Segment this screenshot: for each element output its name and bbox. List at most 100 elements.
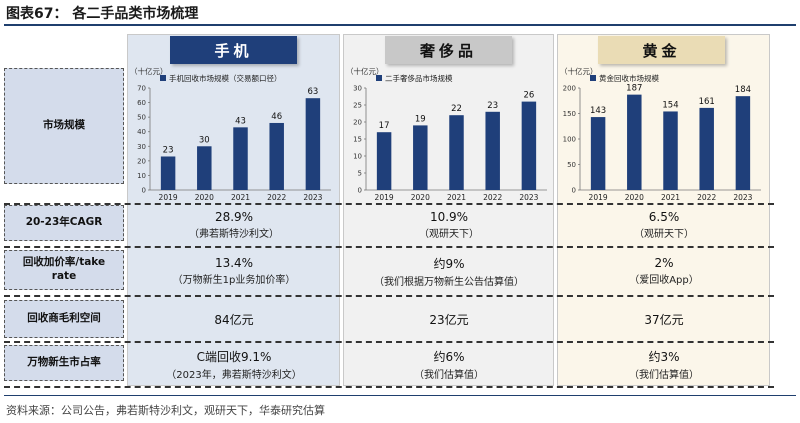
chart-gold-recycling: （十亿元）黄金回收市场规模 0 50 100 150 200 143 2019 187 2020 1… [560, 66, 761, 202]
bar-value-label: 154 [662, 100, 678, 110]
x-tick-label: 2022 [483, 193, 502, 202]
y-tick-label: 5 [358, 170, 362, 178]
y-tick-label: 0 [358, 187, 362, 195]
row-separator [4, 295, 774, 297]
cell-share-luxury: 约6% （我们估算值） [344, 344, 554, 384]
legend-label: 二手奢侈品市场规模 [385, 73, 453, 83]
row-label-cagr: 20-23年CAGR [4, 205, 124, 241]
bar [197, 146, 212, 190]
bar [699, 107, 714, 190]
y-tick-label: 40 [137, 128, 146, 136]
share-value: 约3% [648, 349, 680, 364]
y-tick-label: 10 [137, 172, 146, 180]
bar-value-label: 23 [163, 145, 174, 155]
legend-label: 黄金回收市场规模 [599, 73, 659, 83]
x-tick-label: 2021 [231, 193, 250, 202]
x-tick-label: 2019 [375, 193, 394, 202]
x-tick-label: 2020 [195, 193, 214, 202]
y-tick-label: 0 [572, 187, 576, 195]
take-rate-source: （万物新生1p业务加价率） [172, 275, 296, 286]
share-value: C端回收9.1% [196, 349, 272, 364]
y-tick-label: 10 [353, 153, 362, 161]
figure-title: 图表67： 各二手品类市场梳理 [6, 6, 199, 22]
bar-value-label: 19 [415, 114, 426, 124]
cell-margin-luxury: 23亿元 [344, 298, 554, 340]
legend-swatch [590, 75, 596, 81]
y-tick-label: 50 [137, 114, 146, 122]
row-label-market-size: 市场规模 [4, 68, 124, 184]
x-tick-label: 2023 [519, 193, 538, 202]
cell-margin-gold: 37亿元 [558, 298, 770, 340]
cell-take-rate-gold: 2% （爱回收App） [558, 249, 770, 293]
cagr-value: 28.9% [214, 210, 254, 224]
margin-value: 23亿元 [429, 312, 469, 327]
legend-swatch [376, 75, 382, 81]
bar [233, 127, 248, 190]
y-tick-label: 100 [563, 136, 576, 144]
x-tick-label: 2023 [733, 193, 752, 202]
bar-value-label: 17 [379, 121, 390, 131]
bar [627, 94, 642, 190]
legend-swatch [160, 75, 166, 81]
title-rule [4, 24, 796, 26]
bar [590, 117, 606, 190]
bar-value-label: 22 [451, 104, 462, 114]
bar [735, 96, 751, 190]
y-tick-label: 70 [137, 85, 146, 93]
chart-phone-recycling: （十亿元）手机回收市场规模（交易额口径） 0 10 20 30 40 50 60 70 23 201… [130, 66, 331, 202]
y-tick-label: 30 [353, 85, 362, 93]
margin-value: 37亿元 [644, 312, 684, 327]
y-tick-label: 20 [353, 119, 362, 127]
y-tick-label: 25 [353, 102, 362, 110]
cagr-source: （观研天下） [634, 229, 694, 240]
take-rate-value: 2% [654, 256, 674, 270]
y-tick-label: 150 [563, 110, 576, 118]
cell-margin-phone: 84亿元 [128, 298, 340, 340]
y-tick-label: 60 [137, 99, 146, 107]
bar-value-label: 63 [307, 87, 318, 97]
bar-value-label: 26 [523, 91, 534, 101]
column-header-phone: 手机 [170, 36, 297, 64]
row-label-margin: 回收商毛利空间 [4, 300, 124, 338]
margin-value: 84亿元 [214, 312, 254, 327]
y-tick-label: 50 [567, 161, 576, 169]
source-note: 资料来源：公司公告，弗若斯特沙利文，观研天下，华泰研究估算 [6, 404, 325, 417]
bar-value-label: 23 [487, 101, 498, 111]
share-source: （2023年，弗若斯特沙利文） [166, 369, 302, 381]
bar-value-label: 46 [271, 112, 282, 122]
y-tick-label: 0 [142, 187, 146, 195]
chart-unit-label: （十亿元） [130, 66, 168, 76]
chart-unit-label: （十亿元） [560, 66, 598, 76]
y-tick-label: 15 [353, 136, 362, 144]
bottom-rule [4, 395, 796, 396]
take-rate-source: （我们根据万物新生公告估算值） [374, 276, 524, 288]
bar [269, 122, 284, 190]
cell-take-rate-luxury: 约9% （我们根据万物新生公告估算值） [344, 249, 554, 293]
cagr-value: 6.5% [648, 210, 680, 224]
row-label-share: 万物新生市占率 [4, 345, 124, 381]
cagr-source: （观研天下） [419, 229, 479, 240]
bar [449, 115, 464, 190]
column-header-gold: 黄金 [598, 36, 725, 64]
cell-cagr-gold: 6.5% （观研天下） [558, 205, 770, 245]
bar [376, 132, 392, 190]
row-separator [4, 341, 774, 343]
x-tick-label: 2023 [303, 193, 322, 202]
x-tick-label: 2019 [159, 193, 178, 202]
row-separator [4, 203, 774, 205]
cagr-value: 10.9% [429, 210, 469, 224]
column-header-luxury: 奢侈品 [385, 36, 512, 64]
cell-share-gold: 约3% （我们估算值） [558, 344, 770, 384]
take-rate-value: 13.4% [214, 256, 254, 270]
take-rate-value: 约9% [433, 256, 465, 271]
bar [305, 98, 321, 190]
legend-label: 手机回收市场规模（交易额口径） [169, 73, 282, 83]
bar-value-label: 143 [590, 106, 606, 116]
y-tick-label: 200 [563, 85, 576, 93]
bar [521, 101, 537, 190]
y-tick-label: 30 [137, 143, 146, 151]
cell-cagr-phone: 28.9% （弗若斯特沙利文） [128, 205, 340, 245]
row-separator [4, 246, 774, 248]
x-tick-label: 2020 [411, 193, 430, 202]
share-source: （我们估算值） [414, 369, 484, 381]
